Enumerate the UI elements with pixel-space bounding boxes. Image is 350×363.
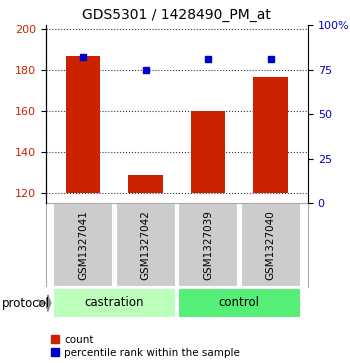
Text: GSM1327039: GSM1327039 <box>203 210 213 280</box>
Text: control: control <box>219 296 260 309</box>
Bar <box>53 288 175 318</box>
Text: castration: castration <box>84 296 144 309</box>
Title: GDS5301 / 1428490_PM_at: GDS5301 / 1428490_PM_at <box>82 8 271 22</box>
Text: GSM1327042: GSM1327042 <box>140 210 150 280</box>
Bar <box>128 175 163 193</box>
Legend: count, percentile rank within the sample: count, percentile rank within the sample <box>51 335 240 358</box>
Bar <box>178 288 301 318</box>
Bar <box>253 77 288 193</box>
Bar <box>116 203 175 287</box>
Text: protocol: protocol <box>2 297 50 310</box>
Bar <box>53 203 113 287</box>
Text: GSM1327041: GSM1327041 <box>78 210 88 280</box>
FancyArrow shape <box>46 295 51 311</box>
Bar <box>240 203 301 287</box>
Bar <box>178 203 238 287</box>
Bar <box>66 56 100 193</box>
Text: GSM1327040: GSM1327040 <box>266 210 275 280</box>
Bar <box>191 111 225 193</box>
